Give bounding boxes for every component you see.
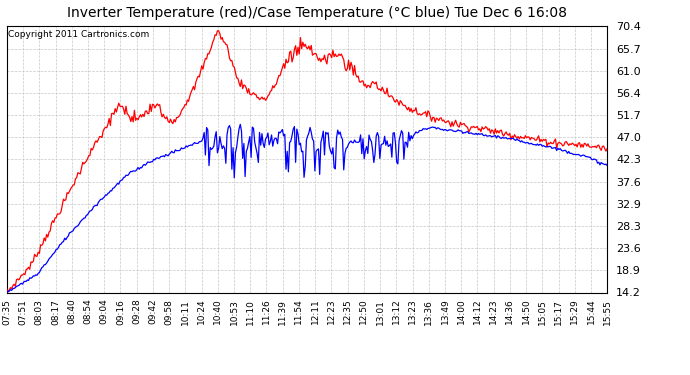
- Text: Copyright 2011 Cartronics.com: Copyright 2011 Cartronics.com: [8, 30, 149, 39]
- Text: Inverter Temperature (red)/Case Temperature (°C blue) Tue Dec 6 16:08: Inverter Temperature (red)/Case Temperat…: [68, 6, 567, 20]
